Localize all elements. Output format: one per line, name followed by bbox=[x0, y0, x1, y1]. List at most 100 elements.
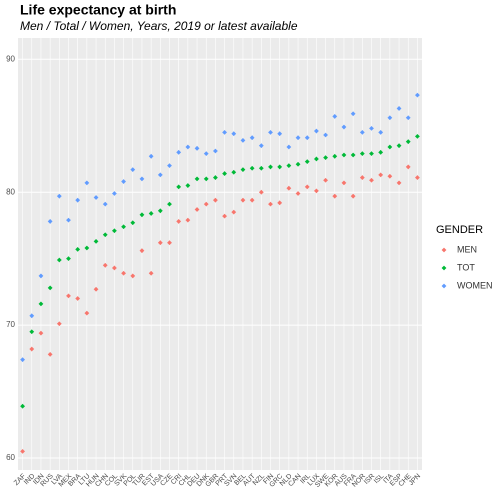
point bbox=[56, 257, 62, 263]
point bbox=[139, 248, 145, 254]
point bbox=[29, 346, 35, 352]
point bbox=[203, 201, 209, 207]
point bbox=[203, 176, 209, 182]
point bbox=[139, 212, 145, 218]
point bbox=[341, 152, 347, 158]
point bbox=[185, 183, 191, 188]
point bbox=[341, 180, 347, 186]
point bbox=[130, 273, 136, 279]
point bbox=[286, 185, 292, 191]
point bbox=[231, 169, 237, 175]
point bbox=[314, 156, 319, 162]
point bbox=[387, 115, 393, 121]
point bbox=[378, 149, 384, 155]
point bbox=[194, 145, 200, 151]
point bbox=[29, 329, 35, 335]
point bbox=[139, 176, 145, 182]
point bbox=[314, 188, 319, 194]
point bbox=[20, 357, 25, 363]
point bbox=[268, 164, 273, 170]
point bbox=[102, 201, 108, 207]
point bbox=[415, 92, 420, 98]
y-tick-label: 80 bbox=[6, 187, 15, 196]
point bbox=[249, 135, 255, 141]
point bbox=[194, 207, 200, 212]
point bbox=[258, 143, 264, 149]
point bbox=[323, 155, 328, 161]
point bbox=[176, 219, 182, 224]
point bbox=[20, 403, 25, 409]
point bbox=[194, 176, 200, 182]
point bbox=[350, 193, 356, 199]
point bbox=[66, 293, 71, 299]
point bbox=[130, 167, 136, 172]
point bbox=[249, 197, 255, 203]
point bbox=[332, 114, 338, 119]
point bbox=[369, 125, 374, 131]
point bbox=[240, 167, 246, 172]
legend-label: WOMEN bbox=[457, 280, 493, 290]
point bbox=[268, 201, 273, 207]
point bbox=[185, 217, 191, 223]
point bbox=[56, 193, 62, 199]
point bbox=[47, 285, 53, 291]
legend-key bbox=[441, 283, 447, 289]
point bbox=[277, 131, 283, 137]
point bbox=[148, 153, 154, 159]
y-tick-label: 60 bbox=[6, 453, 15, 462]
point bbox=[258, 165, 264, 171]
point bbox=[314, 128, 319, 134]
point bbox=[112, 228, 117, 234]
point bbox=[240, 197, 246, 203]
point bbox=[84, 245, 90, 251]
point bbox=[102, 232, 108, 238]
legend-label: TOT bbox=[457, 262, 475, 272]
point bbox=[369, 151, 374, 157]
point bbox=[396, 180, 402, 186]
point bbox=[378, 172, 384, 178]
point bbox=[378, 129, 384, 135]
point bbox=[157, 172, 163, 178]
point bbox=[295, 135, 301, 141]
point bbox=[231, 131, 237, 137]
point bbox=[84, 310, 90, 316]
point bbox=[75, 296, 81, 301]
point bbox=[295, 191, 301, 196]
point bbox=[396, 143, 402, 149]
point bbox=[176, 184, 182, 190]
point bbox=[130, 220, 136, 226]
point bbox=[359, 151, 365, 157]
point bbox=[56, 321, 62, 327]
point bbox=[258, 189, 264, 195]
legend-label: MEN bbox=[457, 244, 477, 254]
point bbox=[66, 217, 71, 223]
point bbox=[369, 177, 374, 183]
point bbox=[176, 149, 182, 155]
point bbox=[277, 200, 283, 206]
point bbox=[415, 133, 420, 139]
point bbox=[38, 301, 44, 307]
point bbox=[93, 238, 99, 244]
point bbox=[286, 144, 292, 150]
point bbox=[38, 273, 44, 279]
point bbox=[249, 165, 255, 171]
point bbox=[332, 153, 338, 159]
point bbox=[350, 152, 356, 158]
point bbox=[20, 448, 25, 454]
point bbox=[405, 164, 411, 170]
point bbox=[213, 197, 218, 203]
point bbox=[47, 219, 53, 224]
point bbox=[38, 330, 44, 336]
y-tick-label: 90 bbox=[6, 54, 15, 63]
point bbox=[213, 175, 218, 180]
panel bbox=[18, 38, 422, 470]
point bbox=[93, 286, 99, 292]
point bbox=[47, 351, 53, 357]
point bbox=[157, 240, 163, 246]
point bbox=[93, 195, 99, 200]
point bbox=[148, 270, 154, 276]
point bbox=[222, 129, 227, 135]
point bbox=[277, 164, 283, 170]
chart-title: Life expectancy at birth bbox=[20, 2, 176, 18]
